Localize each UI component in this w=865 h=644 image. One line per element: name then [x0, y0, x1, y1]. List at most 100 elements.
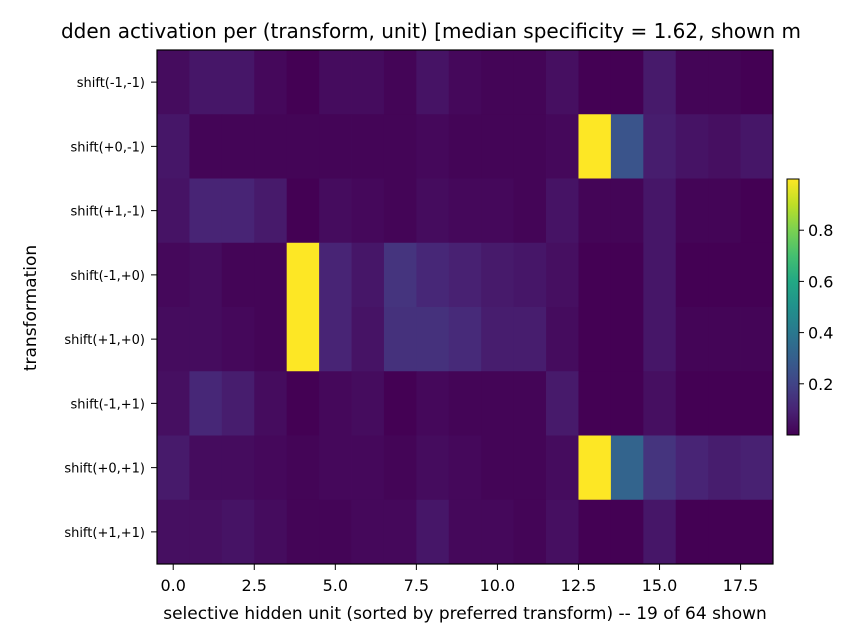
x-tick-label: 17.5: [723, 576, 759, 595]
heatmap-cell: [383, 178, 417, 244]
heatmap-cell: [319, 499, 352, 565]
heatmap-cell: [610, 307, 644, 372]
heatmap-cell: [448, 435, 482, 501]
x-tick-label: 10.0: [480, 576, 516, 595]
heatmap-cell: [383, 242, 417, 308]
heatmap-cell: [513, 50, 547, 115]
heatmap-cell: [221, 114, 255, 179]
y-tick-label: shift(+1,+1): [64, 526, 145, 541]
heatmap-cell: [578, 178, 612, 244]
heatmap-cell: [448, 178, 482, 244]
heatmap-cell: [513, 178, 547, 244]
heatmap-cell: [481, 50, 515, 115]
heatmap-cell: [578, 242, 612, 308]
heatmap-cell: [254, 499, 288, 565]
heatmap-cell: [708, 371, 741, 436]
heatmap-cell: [481, 242, 515, 308]
heatmap-cell: [546, 307, 579, 372]
x-tick-label: 7.5: [404, 576, 429, 595]
heatmap-cell: [286, 242, 320, 308]
y-tick-label: shift(+1,-1): [71, 205, 145, 220]
heatmap-cell: [708, 499, 741, 565]
heatmap-cell: [319, 50, 352, 115]
heatmap-cell: [351, 307, 385, 372]
colorbar-ticks: 0.2 0.4 0.6 0.8: [799, 221, 833, 394]
x-tick-label: 5.0: [323, 576, 348, 595]
heatmap-cell: [448, 499, 482, 565]
heatmap-cell: [157, 499, 190, 565]
heatmap-cell: [643, 435, 677, 501]
heatmap-cell: [286, 114, 320, 179]
colorbar-tick-label: 0.2: [808, 375, 833, 394]
heatmap-cell: [286, 307, 320, 372]
heatmap-cell: [610, 371, 644, 436]
heatmap-cell: [643, 307, 677, 372]
heatmap-cell: [189, 242, 223, 308]
heatmap-cells: [157, 50, 774, 565]
heatmap-cell: [286, 50, 320, 115]
heatmap-cell: [319, 178, 352, 244]
heatmap-cell: [416, 242, 450, 308]
y-axis-label: transformation: [21, 245, 41, 371]
heatmap-cell: [351, 114, 385, 179]
heatmap-cell: [675, 499, 709, 565]
heatmap-cell: [189, 114, 223, 179]
heatmap-cell: [189, 50, 223, 115]
heatmap-cell: [578, 307, 612, 372]
heatmap-cell: [383, 114, 417, 179]
heatmap-cell: [383, 307, 417, 372]
heatmap-cell: [189, 307, 223, 372]
heatmap-cell: [221, 242, 255, 308]
x-axis-label: selective hidden unit (sorted by preferr…: [163, 604, 767, 624]
heatmap-cell: [157, 435, 190, 501]
heatmap-cell: [740, 178, 774, 244]
heatmap-cell: [740, 499, 774, 565]
heatmap-cell: [546, 50, 579, 115]
heatmap-cell: [708, 178, 741, 244]
heatmap-cell: [513, 242, 547, 308]
heatmap-cell: [708, 114, 741, 179]
heatmap-cell: [221, 307, 255, 372]
heatmap-cell: [416, 371, 450, 436]
heatmap-cell: [513, 435, 547, 501]
heatmap-cell: [351, 178, 385, 244]
heatmap-cell: [448, 114, 482, 179]
heatmap-cell: [416, 50, 450, 115]
heatmap-cell: [254, 178, 288, 244]
heatmap-cell: [675, 435, 709, 501]
heatmap-cell: [221, 499, 255, 565]
chart-title: dden activation per (transform, unit) [m…: [61, 19, 801, 43]
heatmap-cell: [189, 435, 223, 501]
heatmap-cell: [481, 178, 515, 244]
heatmap-cell: [254, 242, 288, 308]
heatmap-cell: [448, 50, 482, 115]
heatmap-cell: [221, 178, 255, 244]
heatmap-cell: [643, 242, 677, 308]
heatmap-cell: [481, 371, 515, 436]
x-tick-label: 0.0: [160, 576, 185, 595]
heatmap-cell: [578, 435, 612, 501]
heatmap-cell: [643, 371, 677, 436]
heatmap-cell: [416, 499, 450, 565]
heatmap-cell: [610, 242, 644, 308]
heatmap-cell: [416, 307, 450, 372]
heatmap-cell: [740, 307, 774, 372]
heatmap-cell: [448, 242, 482, 308]
heatmap-cell: [481, 435, 515, 501]
heatmap-cell: [513, 371, 547, 436]
heatmap-cell: [221, 50, 255, 115]
heatmap-cell: [157, 50, 190, 115]
y-tick-label: shift(-1,+1): [71, 397, 145, 412]
heatmap-cell: [221, 371, 255, 436]
heatmap-cell: [383, 435, 417, 501]
heatmap-cell: [675, 114, 709, 179]
heatmap-cell: [286, 371, 320, 436]
heatmap-cell: [157, 242, 190, 308]
heatmap-cell: [189, 371, 223, 436]
heatmap-cell: [675, 178, 709, 244]
heatmap-cell: [351, 435, 385, 501]
heatmap-cell: [610, 178, 644, 244]
heatmap-cell: [319, 114, 352, 179]
heatmap-cell: [740, 242, 774, 308]
heatmap-cell: [578, 50, 612, 115]
